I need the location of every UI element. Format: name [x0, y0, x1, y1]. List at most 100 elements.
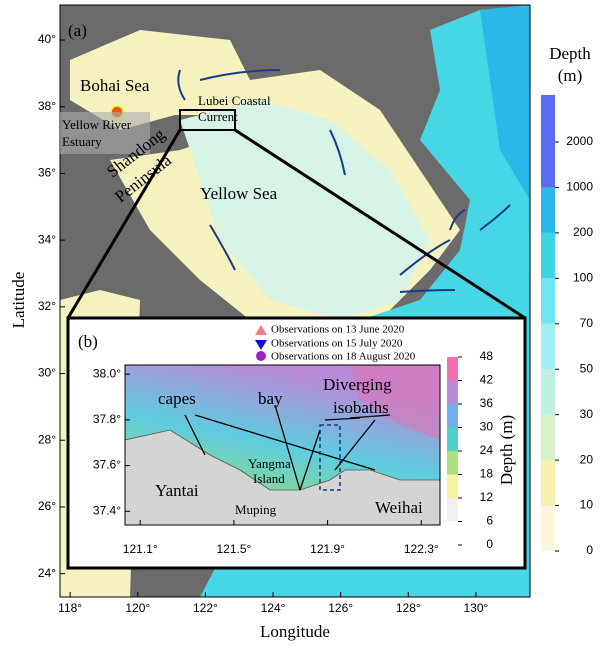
inset-locator	[179, 109, 236, 131]
annotation: Yantai	[155, 481, 199, 500]
estuary-label: Estuary	[62, 134, 102, 149]
x-tick-label: 124°	[261, 601, 286, 615]
colorbar-band	[447, 498, 458, 522]
x-tick-label: 121.5°	[216, 542, 251, 556]
legend-text: Observations on 15 July 2020	[271, 338, 403, 350]
x-tick-label: 130°	[463, 601, 488, 615]
colorbar-band	[541, 414, 555, 461]
colorbar-band	[541, 95, 555, 142]
y-tick-label: 32°	[38, 299, 56, 313]
y-tick-label: 34°	[38, 232, 56, 246]
inset-map-frame	[124, 364, 441, 526]
zoom-line	[66, 129, 182, 319]
deep-sea	[480, 5, 530, 200]
obs-box	[319, 424, 341, 491]
colorbar-label: 2000	[566, 134, 593, 148]
x-tick-label: 122.3°	[404, 542, 439, 556]
label-box	[60, 112, 150, 154]
colorbar-label: 0	[486, 537, 493, 551]
estuary-label: Yellow River	[62, 117, 132, 132]
panel-label: (b)	[78, 332, 98, 351]
colorbar-label: 20	[580, 452, 594, 466]
region-label: Bohai Sea	[80, 76, 150, 95]
current-label: Lubei Coastal	[198, 93, 271, 108]
colorbar-label: 1000	[566, 180, 593, 194]
colorbar-band	[447, 427, 458, 451]
colorbar-label: 36	[480, 396, 494, 410]
colorbar-title: Depth	[549, 44, 591, 63]
y-tick-label: 38°	[38, 99, 56, 113]
colorbar-band	[447, 474, 458, 498]
panel-label: (a)	[68, 21, 87, 40]
y-tick-label: 38.0°	[93, 366, 121, 380]
annotation: bay	[258, 389, 283, 408]
current-label: Current	[198, 109, 238, 124]
colorbar-label: 6	[486, 514, 493, 528]
colorbar-band	[541, 369, 555, 415]
annotation: isobaths	[333, 398, 389, 417]
generated: 118° 120° 122° 124° 126° 128° 130° 24° 26° 28° 30°…	[38, 32, 593, 615]
map-frame	[59, 4, 531, 598]
annotation-arrows	[184, 404, 391, 491]
legend-text: Observations on 13 June 2020	[271, 324, 405, 336]
colorbar-label: 70	[580, 316, 594, 330]
y-tick-label: 37.8°	[93, 412, 121, 426]
colorbar-band	[447, 404, 458, 428]
y-tick-label: 28°	[38, 432, 56, 446]
legend-marker	[255, 325, 267, 335]
colorbar-label: 30	[480, 420, 494, 434]
colorbar-band	[541, 278, 555, 324]
y-tick-label: 36°	[38, 166, 56, 180]
annotation: Diverging	[323, 375, 392, 394]
colorbar-band	[447, 451, 458, 475]
colorbar-label: 10	[580, 498, 594, 512]
annotation: Weihai	[375, 498, 423, 517]
x-tick-label: 118°	[58, 601, 82, 615]
x-axis-label: Longitude	[260, 622, 330, 641]
colorbar-label: 0	[586, 543, 593, 557]
x-tick-label: 121.9°	[310, 542, 345, 556]
x-tick-label: 122°	[193, 601, 218, 615]
region-label: Yellow Sea	[200, 184, 278, 203]
annotation: Muping	[235, 502, 277, 517]
colorbar-label: 12	[480, 490, 494, 504]
colorbar-band	[447, 521, 458, 545]
y-tick-label: 37.6°	[93, 458, 121, 472]
colorbar-band	[447, 380, 458, 404]
x-tick-label: 121.1°	[123, 542, 158, 556]
annotation: Yangma	[248, 456, 291, 471]
zoom-line	[234, 128, 526, 320]
y-axis-label: Latitude	[9, 272, 28, 329]
colorbar-band	[541, 142, 555, 188]
y-tick-label: 26°	[38, 499, 56, 513]
colorbar-band	[541, 187, 555, 233]
legend-marker	[255, 340, 267, 350]
annotation: Island	[253, 471, 285, 486]
y-tick-label: 37.4°	[93, 503, 121, 517]
x-tick-label: 128°	[396, 601, 421, 615]
mid-sea	[180, 100, 430, 320]
legend-marker	[256, 351, 266, 361]
colorbar-band	[541, 505, 555, 551]
colorbar-title: Depth (m)	[497, 415, 516, 485]
colorbar-label: 50	[580, 361, 594, 375]
colorbar-label: 30	[580, 407, 594, 421]
colorbar-band	[447, 357, 458, 381]
colorbar-band	[541, 323, 555, 370]
inset-sea	[350, 365, 440, 440]
colorbar-band	[541, 232, 555, 279]
x-tick-label: 120°	[125, 601, 150, 615]
x-tick-label: 126°	[328, 601, 353, 615]
colorbar-label: 200	[573, 225, 593, 239]
y-tick-label: 24°	[38, 566, 56, 580]
y-tick-label: 30°	[38, 366, 56, 380]
legend-text: Observations on 18 August 2020	[271, 351, 416, 363]
colorbar-label: 100	[573, 271, 593, 285]
colorbar-label: 42	[480, 373, 494, 387]
current-arrows	[177, 69, 511, 293]
colorbar-label: 48	[480, 349, 494, 363]
colorbar-label: 24	[480, 443, 494, 457]
colorbar-title: (m)	[558, 66, 583, 85]
colorbar-band	[541, 460, 555, 506]
